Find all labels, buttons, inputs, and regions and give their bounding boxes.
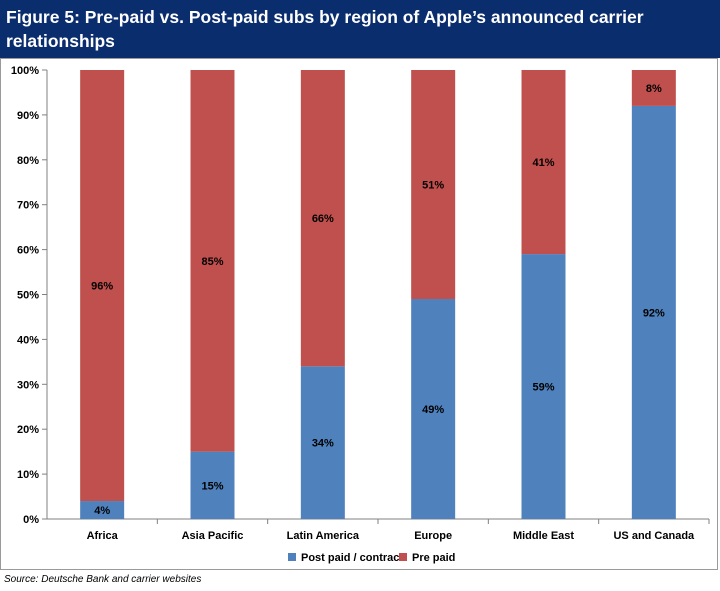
- data-label: 59%: [532, 382, 554, 394]
- bar-segment-post-paid: [300, 366, 345, 519]
- x-category-label: Middle East: [513, 530, 574, 542]
- legend-swatch-pre-paid: [399, 553, 407, 561]
- bar-segment-pre-paid: [521, 70, 566, 255]
- bar-segment-post-paid: [631, 105, 676, 520]
- y-tick-label: 70%: [17, 200, 39, 212]
- x-category-label: Asia Pacific: [182, 530, 244, 542]
- data-label: 85%: [201, 256, 223, 268]
- y-tick-label: 0%: [23, 514, 39, 526]
- y-tick-label: 10%: [17, 469, 39, 481]
- y-tick-label: 20%: [17, 424, 39, 436]
- x-category-label: US and Canada: [613, 530, 695, 542]
- x-category-label: Africa: [87, 530, 119, 542]
- figure-title-bar: Figure 5: Pre-paid vs. Post-paid subs by…: [0, 0, 720, 58]
- data-label: 34%: [312, 438, 334, 450]
- legend-label: Post paid / contract: [301, 552, 403, 564]
- bar-segment-pre-paid: [190, 70, 235, 452]
- data-label: 51%: [422, 179, 444, 191]
- bar-segment-post-paid: [411, 298, 456, 519]
- bar-segment-pre-paid: [411, 70, 456, 299]
- data-label: 49%: [422, 404, 444, 416]
- chart-frame: 0% 10% 20% 30% 40% 50% 60% 70% 80% 90% 100% 4% 96% Af…: [0, 58, 718, 570]
- legend-label: Pre paid: [412, 552, 455, 564]
- x-category-label: Europe: [414, 530, 452, 542]
- data-label: 66%: [312, 213, 334, 225]
- bar-segment-post-paid: [190, 451, 235, 519]
- y-tick-label: 50%: [17, 290, 39, 302]
- source-note: Source: Deutsche Bank and carrier websit…: [4, 574, 202, 585]
- data-label: 92%: [643, 307, 665, 319]
- data-label: 15%: [201, 480, 223, 492]
- data-label: 96%: [91, 281, 113, 293]
- y-tick-label: 60%: [17, 245, 39, 257]
- stacked-bar-chart: 0% 10% 20% 30% 40% 50% 60% 70% 80% 90% 100% 4% 96% Af…: [11, 65, 710, 564]
- legend-swatch-post-paid: [288, 553, 296, 561]
- y-tick-label: 40%: [17, 334, 39, 346]
- bar-segment-post-paid: [521, 254, 566, 519]
- y-tick-label: 90%: [17, 110, 39, 122]
- bar-segment-pre-paid: [80, 70, 125, 502]
- data-label: 41%: [532, 157, 554, 169]
- figure-title: Figure 5: Pre-paid vs. Post-paid subs by…: [6, 7, 644, 51]
- bar-segment-pre-paid: [300, 70, 345, 367]
- bar-segment-post-paid: [80, 501, 125, 519]
- data-label: 8%: [646, 83, 662, 95]
- y-tick-label: 100%: [11, 65, 39, 77]
- x-category-label: Latin America: [287, 530, 360, 542]
- data-label: 4%: [94, 505, 110, 517]
- y-tick-label: 80%: [17, 155, 39, 167]
- bar-segment-pre-paid: [631, 70, 676, 106]
- y-tick-label: 30%: [17, 379, 39, 391]
